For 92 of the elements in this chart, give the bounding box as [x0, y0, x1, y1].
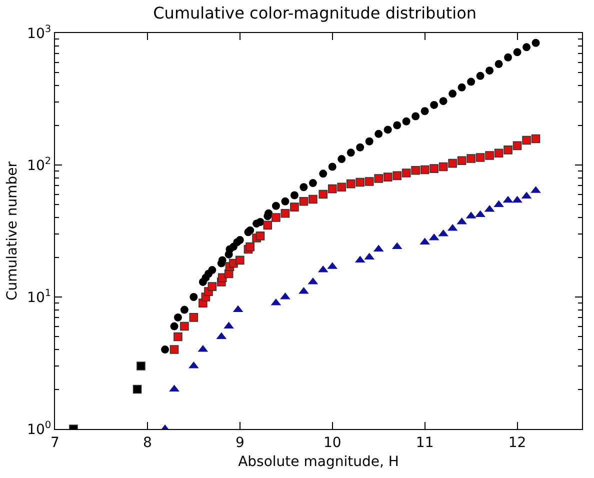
point [402, 117, 410, 126]
point [494, 60, 503, 68]
point [346, 179, 356, 188]
point [300, 183, 308, 192]
point [384, 126, 392, 134]
point [319, 170, 328, 178]
point [236, 236, 244, 244]
point [189, 313, 198, 322]
point [328, 184, 337, 194]
point [438, 162, 448, 172]
point [392, 171, 402, 180]
point [136, 362, 146, 370]
point [280, 208, 290, 218]
x-tick-label: 10 [323, 434, 342, 451]
point [458, 83, 466, 92]
point [467, 78, 476, 86]
point [466, 154, 476, 163]
x-tick-label: 11 [416, 434, 434, 451]
point [531, 134, 540, 144]
point [374, 174, 383, 183]
x-tick-label: 7 [50, 434, 60, 451]
x-axis-title: Absolute magnitude, H [238, 454, 399, 470]
point [272, 202, 280, 210]
point [337, 182, 346, 192]
point [532, 38, 540, 47]
point [356, 178, 365, 187]
point [457, 156, 466, 165]
point [180, 322, 189, 331]
point [290, 202, 299, 212]
x-tick-label: 12 [508, 434, 526, 451]
point [169, 384, 180, 392]
point [512, 141, 522, 150]
point [290, 191, 298, 200]
point [383, 172, 392, 182]
point [522, 136, 531, 145]
point [132, 384, 142, 394]
x-tick-label: 8 [143, 434, 152, 451]
y-axis-title: Cumulative number [4, 161, 21, 300]
point [448, 90, 457, 98]
point [430, 100, 438, 109]
point [256, 218, 264, 226]
point [299, 197, 308, 206]
y-tick-label: 10$^{1}$ [27, 288, 52, 306]
point [170, 322, 178, 330]
chart-title: Cumulative color-magnitude distribution [153, 3, 477, 22]
point [328, 162, 336, 171]
point [420, 165, 430, 174]
point [346, 148, 355, 157]
point [448, 158, 457, 168]
point [420, 107, 429, 116]
point [522, 43, 531, 52]
point [364, 177, 374, 186]
point [338, 155, 346, 164]
point [430, 164, 438, 173]
point [411, 166, 420, 175]
point [393, 121, 402, 130]
point [256, 232, 265, 240]
point [170, 345, 179, 354]
point [476, 72, 484, 80]
point [161, 346, 170, 354]
point [180, 306, 188, 314]
point [476, 153, 485, 162]
point [308, 179, 317, 188]
point [512, 196, 522, 203]
point [439, 97, 448, 106]
point [281, 197, 290, 206]
y-tick-label: 10$^{2}$ [27, 156, 52, 174]
point [272, 213, 280, 222]
point [504, 53, 512, 62]
point [504, 146, 512, 154]
point [486, 66, 494, 75]
y-tick-label: 10$^{0}$ [27, 420, 52, 438]
point [365, 137, 374, 146]
point [318, 190, 328, 199]
point [208, 282, 217, 291]
y-tick-label: 10$^{3}$ [27, 24, 52, 42]
point [412, 112, 420, 120]
point [174, 313, 182, 322]
point [190, 293, 198, 301]
point [374, 130, 383, 138]
point [308, 194, 318, 204]
point [356, 143, 364, 152]
point [485, 151, 494, 160]
point [174, 332, 182, 342]
point [263, 220, 272, 230]
point [246, 242, 254, 252]
point [402, 168, 411, 178]
point [208, 266, 216, 274]
point [513, 48, 522, 56]
x-tick-label: 9 [235, 434, 244, 451]
point [494, 148, 504, 158]
point [236, 256, 244, 265]
